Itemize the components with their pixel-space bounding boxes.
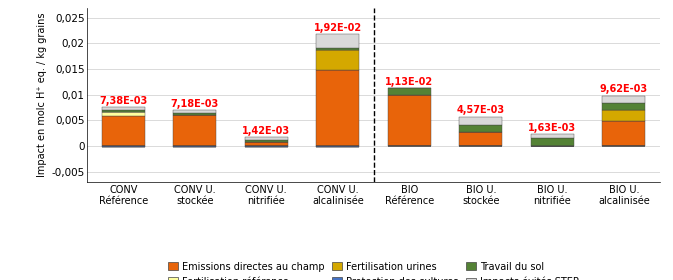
Bar bbox=[602, 96, 645, 103]
Text: 1,92E-02: 1,92E-02 bbox=[314, 23, 362, 33]
Bar bbox=[102, 112, 145, 116]
Bar bbox=[245, 137, 287, 140]
Bar bbox=[316, 50, 359, 70]
Text: 7,18E-03: 7,18E-03 bbox=[171, 99, 219, 109]
Bar bbox=[602, 122, 645, 146]
Bar bbox=[102, 116, 145, 146]
Bar bbox=[102, 110, 145, 112]
Text: 4,57E-03: 4,57E-03 bbox=[457, 106, 505, 115]
Text: 1,63E-03: 1,63E-03 bbox=[528, 123, 576, 133]
Bar bbox=[245, 142, 287, 146]
Text: 1,13E-02: 1,13E-02 bbox=[385, 77, 433, 87]
Bar bbox=[602, 110, 645, 122]
Bar bbox=[174, 146, 216, 147]
Bar bbox=[174, 115, 216, 146]
Bar bbox=[531, 134, 573, 138]
Bar bbox=[245, 140, 287, 142]
Bar bbox=[316, 34, 359, 48]
Bar bbox=[245, 146, 287, 147]
Text: 9,62E-03: 9,62E-03 bbox=[600, 85, 648, 94]
Text: 1,42E-03: 1,42E-03 bbox=[242, 126, 290, 136]
Bar bbox=[102, 107, 145, 110]
Bar bbox=[316, 48, 359, 50]
Bar bbox=[316, 70, 359, 146]
Bar bbox=[174, 110, 216, 113]
Bar bbox=[459, 117, 502, 125]
Text: 7,38E-03: 7,38E-03 bbox=[99, 96, 147, 106]
Bar bbox=[388, 88, 431, 95]
Bar bbox=[388, 95, 431, 146]
Bar bbox=[459, 132, 502, 146]
Bar bbox=[174, 113, 216, 115]
Bar bbox=[316, 146, 359, 147]
Bar bbox=[531, 138, 573, 146]
Bar bbox=[102, 146, 145, 147]
Legend: Emissions directes au champ, Fertilisation référence, Fertilisation urines, Prot: Emissions directes au champ, Fertilisati… bbox=[166, 260, 581, 280]
Bar bbox=[459, 125, 502, 132]
Bar bbox=[602, 103, 645, 110]
Y-axis label: Impact en molc H⁺ eq. / kg grains: Impact en molc H⁺ eq. / kg grains bbox=[37, 13, 47, 178]
